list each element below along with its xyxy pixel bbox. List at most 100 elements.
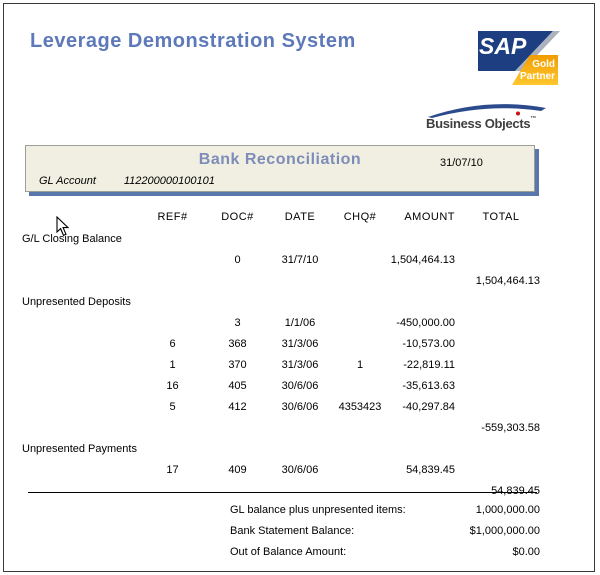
cell-total — [462, 438, 540, 459]
cell-chq — [330, 480, 390, 501]
cell-label — [22, 249, 140, 270]
logo-red-dot — [516, 111, 520, 116]
cell-chq — [330, 228, 390, 249]
cell-amount — [390, 291, 462, 312]
summary-label: Out of Balance Amount: — [230, 545, 347, 558]
cell-label — [22, 396, 140, 417]
summary-row: Bank Statement Balance: $1,000,000.00 — [230, 520, 540, 541]
total-row: -559,303.58 — [22, 417, 540, 438]
summary-value: $0.00 — [512, 545, 540, 558]
cell-amount: -35,613.63 — [402, 379, 455, 392]
cell-chq — [330, 417, 390, 438]
cell-total: 1,504,464.13 — [475, 274, 540, 287]
cell-date: 31/3/06 — [281, 358, 319, 371]
sap-logo-text: SAP — [479, 33, 527, 59]
cell-chq: 1 — [356, 358, 364, 371]
cell-total — [462, 396, 540, 417]
cell-date: 1/1/06 — [284, 316, 316, 329]
cell-label: Unpresented Payments — [22, 442, 137, 455]
cell-amount: 54,839.45 — [406, 463, 455, 476]
summary-label: GL balance plus unpresented items: — [230, 503, 406, 516]
cell-doc — [205, 438, 270, 459]
cell-total: 54,839.45 — [491, 484, 540, 497]
total-row: 1,504,464.13 — [22, 270, 540, 291]
cell-doc — [205, 417, 270, 438]
cell-date: 31/3/06 — [281, 337, 319, 350]
mouse-cursor-icon — [56, 216, 70, 237]
section-row: Unpresented Payments — [22, 438, 540, 459]
col-header-date: DATE — [284, 211, 316, 223]
cell-label — [22, 312, 140, 333]
report-title: Bank Reconciliation — [198, 151, 362, 168]
section-row: Unpresented Deposits — [22, 291, 540, 312]
cell-doc — [205, 291, 270, 312]
cell-label: G/L Closing Balance — [22, 232, 122, 245]
cell-amount: -40,297.84 — [402, 400, 455, 413]
summary-row: Out of Balance Amount: $0.00 — [230, 541, 540, 562]
cell-ref: 17 — [166, 463, 179, 476]
report-table-body: G/L Closing Balance 0 31/7/10 1,504,464.13 1… — [22, 228, 540, 501]
cell-label — [22, 375, 140, 396]
reconciliation-table: REF# DOC# DATE CHQ# AMOUNT TOTAL G/L Clo… — [22, 206, 540, 501]
cell-chq — [330, 312, 390, 333]
summary-row: GL balance plus unpresented items: 1,000,… — [230, 499, 540, 520]
cell-ref — [140, 480, 205, 501]
gold-partner-badge — [512, 55, 558, 85]
cell-date — [270, 480, 330, 501]
cell-doc: 0 — [234, 253, 241, 266]
cell-total — [462, 228, 540, 249]
business-objects-logo: Business Objects™ — [424, 99, 554, 131]
cell-total — [462, 375, 540, 396]
col-header-chq: CHQ# — [343, 211, 377, 223]
cell-date — [270, 228, 330, 249]
cell-ref — [140, 249, 205, 270]
cell-date — [270, 417, 330, 438]
sap-gold-partner-logo: SAP Gold Partner — [476, 29, 562, 87]
cell-doc: 409 — [228, 463, 247, 476]
page-title: Leverage Demonstration System — [30, 30, 356, 52]
cell-amount — [390, 270, 462, 291]
cell-date: 31/7/10 — [281, 253, 319, 266]
table-header: REF# DOC# DATE CHQ# AMOUNT TOTAL — [22, 206, 540, 228]
cell-amount — [390, 228, 462, 249]
cell-date: 30/6/06 — [281, 400, 319, 413]
cell-total — [462, 459, 540, 480]
data-row: 3 1/1/06 -450,000.00 — [22, 312, 540, 333]
report-header-box: Bank Reconciliation 31/07/10 GL Account 1… — [25, 145, 535, 192]
cell-total — [462, 354, 540, 375]
col-header-doc: DOC# — [221, 211, 254, 223]
cell-chq — [330, 375, 390, 396]
cell-doc: 368 — [228, 337, 247, 350]
cell-total: -559,303.58 — [481, 421, 540, 434]
cell-chq — [330, 291, 390, 312]
cell-doc: 412 — [228, 400, 247, 413]
col-header-empty — [22, 206, 140, 228]
cell-date — [270, 438, 330, 459]
gl-account-label: GL Account — [39, 175, 96, 187]
cell-ref: 6 — [169, 337, 176, 350]
business-objects-text: Business Objects™ — [426, 116, 536, 131]
cell-doc — [205, 270, 270, 291]
sap-logo-blue-shape — [478, 31, 553, 71]
cell-ref — [140, 417, 205, 438]
cell-doc: 3 — [234, 316, 241, 329]
table-header-row: REF# DOC# DATE CHQ# AMOUNT TOTAL — [22, 206, 540, 228]
gold-badge-line2: Partner — [520, 71, 555, 82]
summary-label: Bank Statement Balance: — [230, 524, 355, 537]
business-objects-swoosh-icon — [428, 104, 546, 118]
section-row: G/L Closing Balance — [22, 228, 540, 249]
cell-doc: 405 — [228, 379, 247, 392]
cell-chq — [330, 333, 390, 354]
gold-badge-line1: Gold — [532, 59, 555, 70]
cell-ref: 1 — [169, 358, 176, 371]
data-row: 16 405 30/6/06 -35,613.63 — [22, 375, 540, 396]
cell-ref: 5 — [169, 400, 176, 413]
col-header-total: TOTAL — [482, 211, 520, 223]
data-row: 5 412 30/6/06 4353423 -40,297.84 — [22, 396, 540, 417]
cell-label — [22, 270, 140, 291]
summary-divider-line — [28, 492, 537, 493]
cell-chq — [330, 249, 390, 270]
cell-total — [462, 291, 540, 312]
cell-amount — [390, 417, 462, 438]
